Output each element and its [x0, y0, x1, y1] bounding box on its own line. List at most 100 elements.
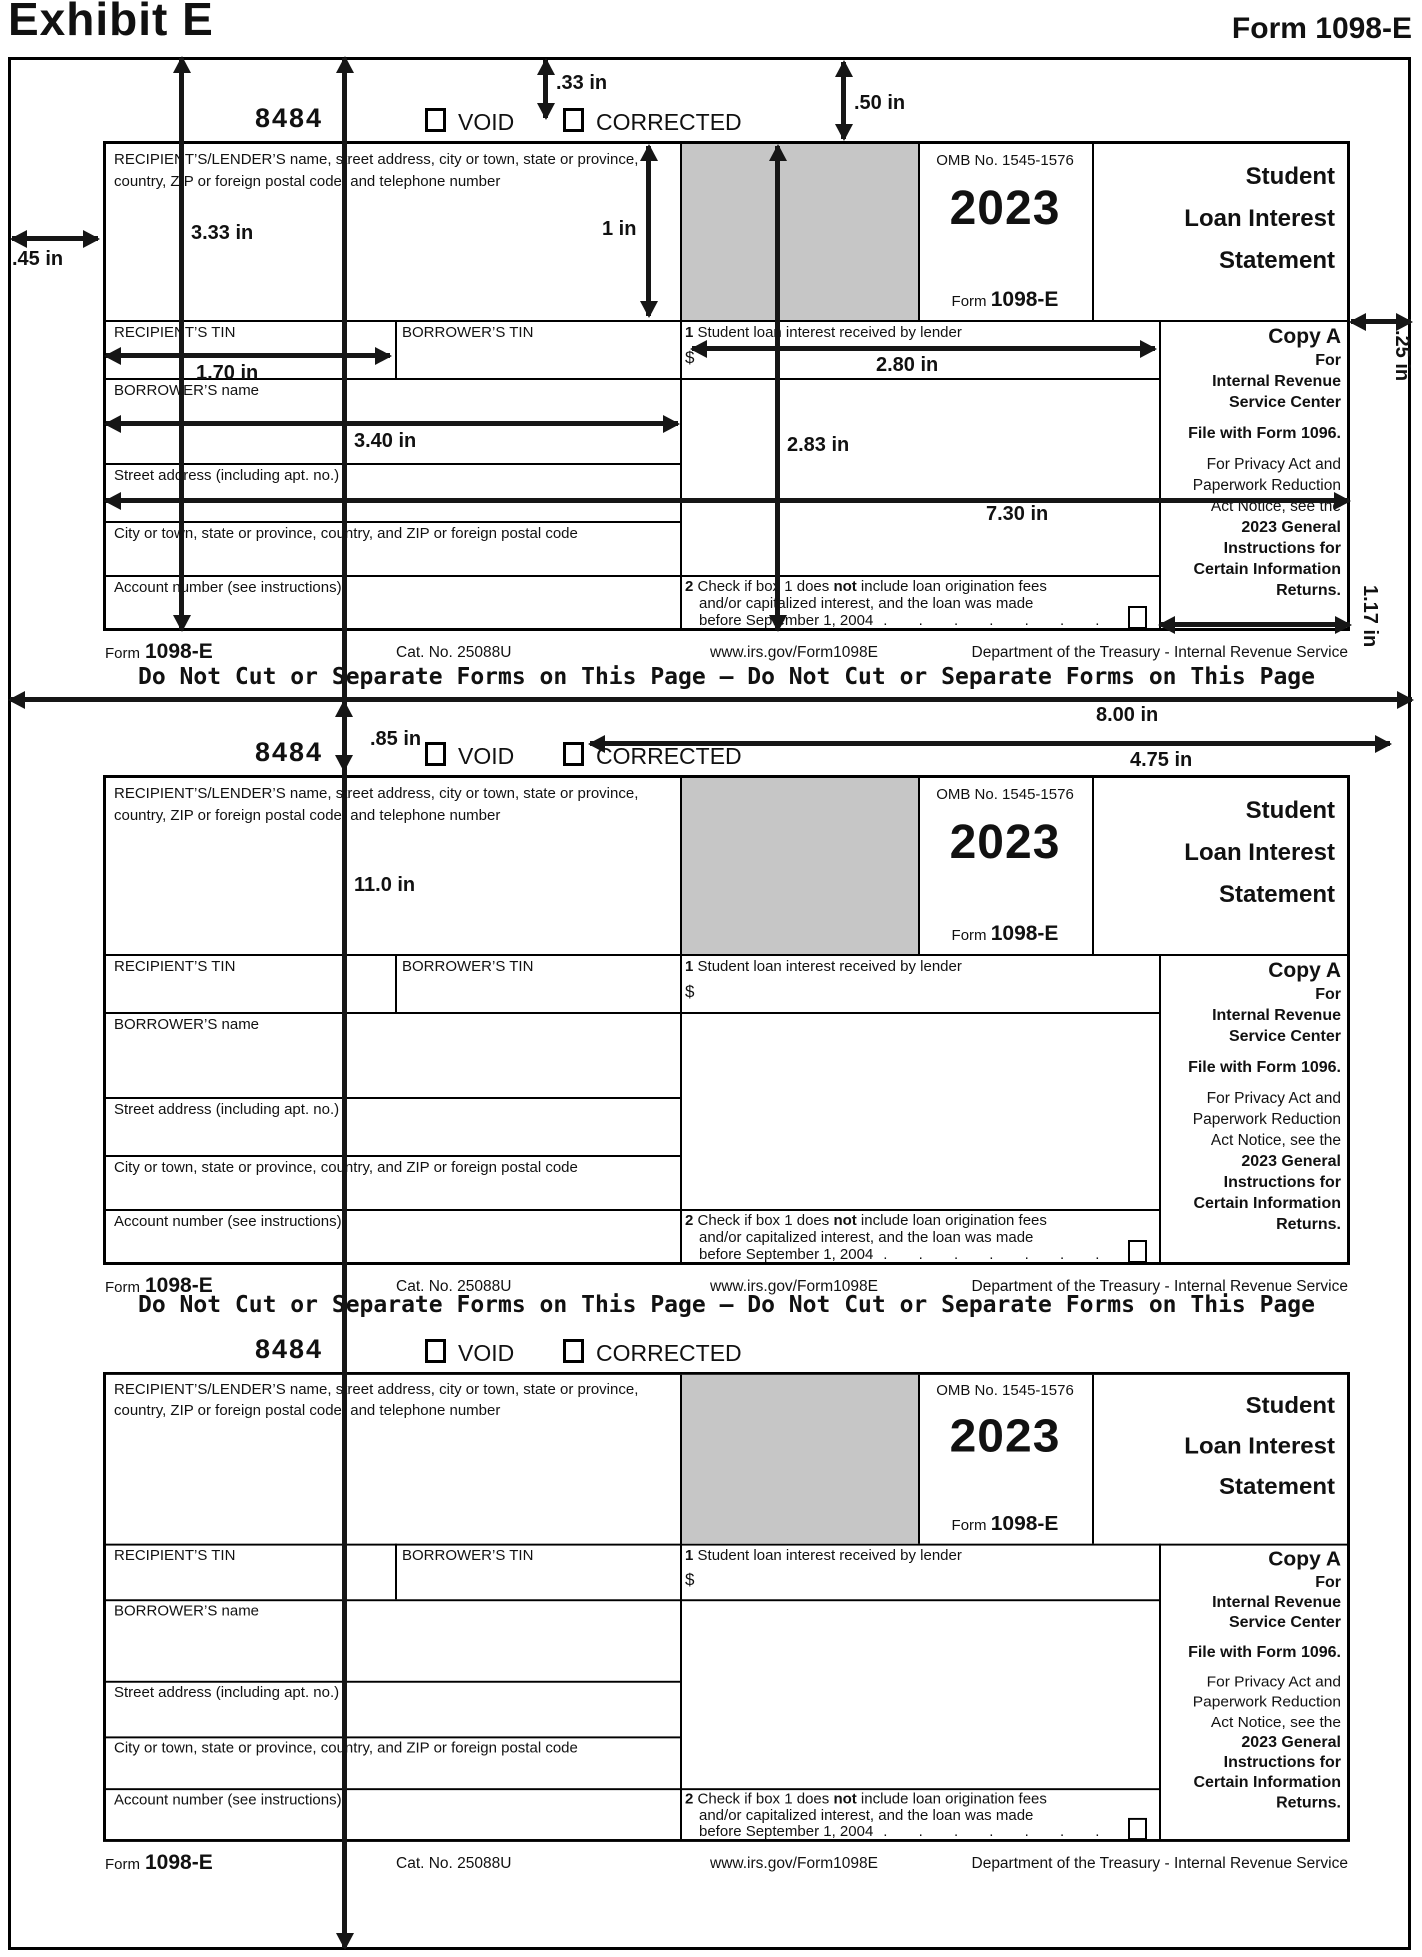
privacy-act-note: Certain Information: [1193, 1774, 1341, 1792]
box2-checkbox[interactable]: [1128, 1240, 1147, 1263]
measure-045in-arrow: [10, 230, 100, 248]
street-address-field: Street address (including apt. no.): [114, 1684, 340, 1701]
copy-a-column: Copy A For Internal Revenue Service Cent…: [1161, 954, 1347, 1262]
shaded-entry-area: [682, 1374, 918, 1544]
recipient-lender-info-field: RECIPIENT’S/LENDER’S name, street addres…: [114, 1381, 639, 1419]
border-line: [106, 320, 1347, 322]
irs-url[interactable]: www.irs.gov/Form1098E: [710, 1278, 878, 1295]
box2-line1: 2 Check if box 1 does not include loan o…: [685, 1791, 1047, 1808]
copy-a-text: Service Center: [1228, 394, 1341, 411]
borrower-name-field: BORROWER’S name: [114, 1603, 260, 1620]
copy-a-label: Copy A: [1268, 959, 1341, 982]
treasury-line: Department of the Treasury - Internal Re…: [971, 1278, 1349, 1295]
measure-label: 3.33 in: [191, 222, 254, 244]
privacy-act-note: Returns.: [1276, 1216, 1341, 1233]
form-1098e: RECIPIENT’S/LENDER’S name, street addres…: [103, 141, 1350, 631]
box2-number: 2: [685, 1791, 694, 1808]
corrected-label: CORRECTED: [596, 743, 742, 769]
privacy-act-note: Instructions for: [1223, 540, 1341, 557]
form-1098e: RECIPIENT’S/LENDER’S name, street addres…: [103, 775, 1350, 1265]
file-with-1096-note: File with Form 1096.: [1188, 1059, 1341, 1076]
recipient-tin-field: RECIPIENT’S TIN: [114, 958, 236, 975]
corrected-checkbox[interactable]: [563, 108, 584, 132]
copy-a-label: Copy A: [1268, 1548, 1341, 1571]
box2-checkbox[interactable]: [1128, 606, 1147, 629]
measure-025in-arrow: [1349, 313, 1413, 331]
border-line: [106, 575, 1159, 577]
measure-280in-arrow: [690, 340, 1157, 358]
form-1098e-block: 8484 VOID CORRECTED RECIPIENT’S/LENDER’S…: [103, 1328, 1350, 1900]
treasury-line: Department of the Treasury - Internal Re…: [971, 644, 1349, 661]
privacy-act-note: Paperwork Reduction: [1192, 1694, 1341, 1711]
measure-2-83in-arrow: [769, 144, 787, 632]
form-title-line2: Loan Interest: [1184, 839, 1335, 866]
file-with-1096-note: File with Form 1096.: [1188, 425, 1341, 442]
form-title-line2: Loan Interest: [1184, 205, 1335, 232]
form-1098e-block: 8484 VOID CORRECTED RECIPIENT’S/LENDER’S…: [103, 731, 1350, 1303]
privacy-act-note: Act Notice, see the: [1210, 1132, 1341, 1149]
form-title-line1: Student: [1245, 1393, 1335, 1419]
form-word: Form: [951, 927, 987, 944]
box2-line2: and/or capitalized interest, and the loa…: [699, 595, 1034, 612]
border-line: [680, 778, 682, 1262]
omb-year-box: OMB No. 1545-1576 2023 Form 1098-E: [918, 144, 1092, 320]
footer-form-number: 1098-E: [145, 1274, 213, 1297]
border-line: [395, 954, 397, 1012]
border-line: [106, 1155, 680, 1157]
measure-label: 1 in: [602, 218, 637, 240]
tax-year: 2023: [949, 182, 1061, 235]
border-line: [106, 954, 1347, 956]
shaded-entry-area: [682, 778, 918, 954]
form-footer: Form 1098-E Cat. No. 25088U www.irs.gov/…: [103, 640, 1350, 666]
exhibit-title: Exhibit E: [8, 0, 214, 45]
irs-url[interactable]: www.irs.gov/Form1098E: [710, 1855, 878, 1872]
measure-label: 7.30 in: [986, 503, 1049, 525]
void-checkbox[interactable]: [425, 1339, 446, 1363]
footer-form-word: Form: [105, 1856, 140, 1873]
corrected-checkbox[interactable]: [563, 742, 584, 766]
border-line: [1159, 954, 1161, 1262]
measure-085in-arrowhead: [335, 700, 353, 717]
form-number: 1098-E: [990, 288, 1059, 311]
privacy-act-note: Returns.: [1276, 582, 1341, 599]
box2-checkbox[interactable]: [1128, 1817, 1147, 1840]
privacy-act-note: Paperwork Reduction: [1192, 1111, 1341, 1128]
street-address-field: Street address (including apt. no.): [114, 467, 340, 484]
void-checkbox[interactable]: [425, 108, 446, 132]
box1-label: 1 Student loan interest received by lend…: [685, 958, 962, 975]
privacy-act-note: 2023 General: [1241, 1734, 1341, 1751]
irs-url[interactable]: www.irs.gov/Form1098E: [710, 644, 878, 661]
recipient-tin-field: RECIPIENT’S TIN: [114, 324, 236, 341]
privacy-act-note: 2023 General: [1241, 519, 1341, 536]
omb-number: OMB No. 1545-1576: [936, 786, 1074, 803]
void-label: VOID: [458, 1340, 515, 1366]
form-title: Student Loan Interest Statement: [1096, 1386, 1343, 1507]
privacy-act-note: Paperwork Reduction: [1192, 477, 1341, 494]
border-line: [1092, 778, 1094, 954]
border-line: [918, 144, 920, 320]
measure-730in-arrow: [104, 492, 1351, 510]
privacy-act-note: Act Notice, see the: [1210, 1714, 1341, 1731]
border-line: [918, 778, 920, 954]
tax-year: 2023: [949, 1411, 1061, 1463]
file-with-1096-note: File with Form 1096.: [1188, 1644, 1341, 1661]
recipient-tin-field: RECIPIENT’S TIN: [114, 1547, 236, 1564]
borrower-tin-field: BORROWER’S TIN: [402, 958, 534, 975]
form-print-code: 8484: [255, 737, 324, 767]
measure-340in-arrow: [104, 415, 680, 433]
form-title-line3: Statement: [1218, 247, 1335, 274]
dollar-sign: $: [685, 348, 1155, 368]
measure-475in-arrow: [588, 735, 1392, 753]
form-reference-title: Form 1098-E: [1231, 12, 1412, 45]
form-code-row: 8484 VOID CORRECTED: [103, 731, 1350, 775]
privacy-act-note: Instructions for: [1223, 1754, 1341, 1771]
form-word: Form: [951, 293, 987, 310]
border-line: [106, 1097, 680, 1099]
void-checkbox[interactable]: [425, 742, 446, 766]
account-number-field: Account number (see instructions): [114, 579, 342, 596]
measure-800in-arrow: [8, 691, 1414, 709]
measure-label: .45 in: [12, 248, 64, 270]
corrected-checkbox[interactable]: [563, 1339, 584, 1363]
account-number-field: Account number (see instructions): [114, 1792, 342, 1809]
